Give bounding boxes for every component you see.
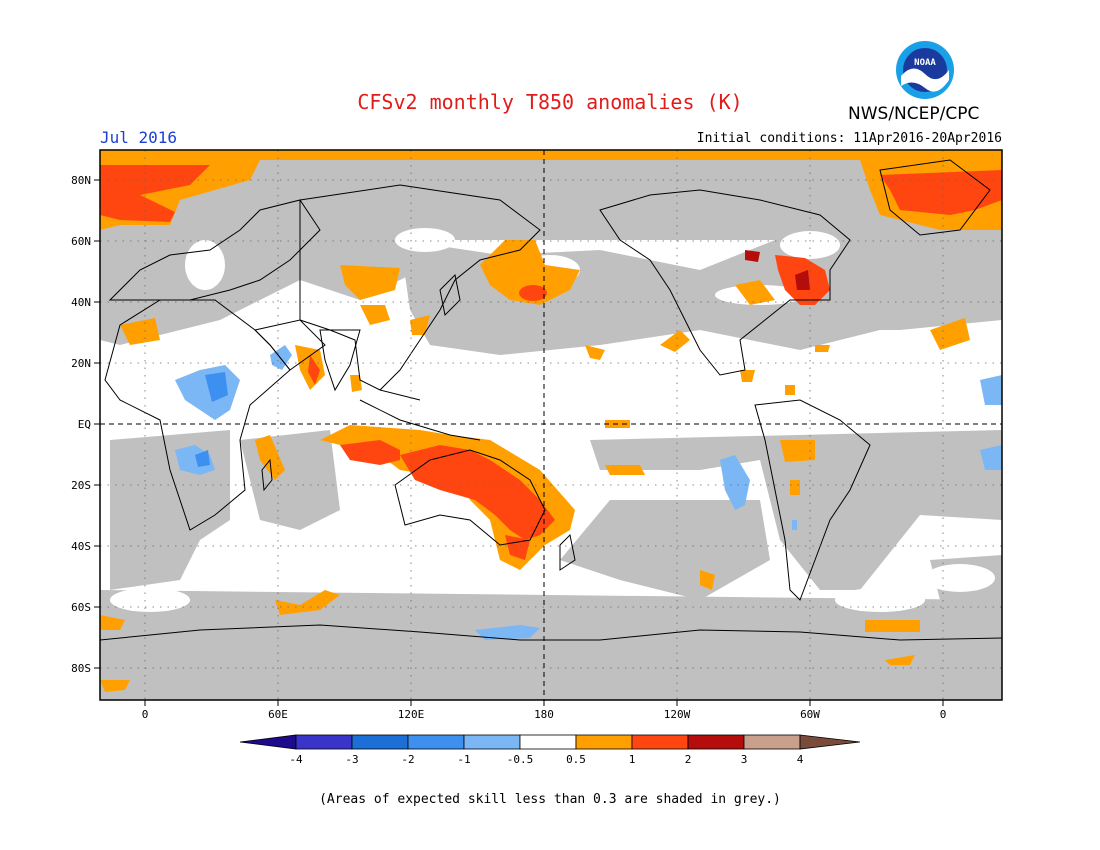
colorbar-segment bbox=[463, 734, 521, 750]
colorbar-tick: 1 bbox=[629, 753, 636, 766]
axis-ticks bbox=[94, 179, 944, 706]
lon-label: 120E bbox=[398, 708, 425, 721]
colorbar-segment bbox=[295, 734, 353, 750]
graticule bbox=[100, 150, 1002, 700]
lon-label: 60W bbox=[800, 708, 820, 721]
map-frame bbox=[99, 149, 1003, 701]
lat-label: 60N bbox=[71, 235, 91, 248]
colorbar-tick: 3 bbox=[741, 753, 748, 766]
lat-label: 20N bbox=[71, 357, 91, 370]
lat-label: 60S bbox=[71, 601, 91, 614]
colorbar-segment bbox=[239, 734, 297, 750]
colorbar-segment bbox=[687, 734, 745, 750]
lat-label: 40N bbox=[71, 296, 91, 309]
lon-label: 0 bbox=[940, 708, 947, 721]
colorbar-tick: 0.5 bbox=[566, 753, 586, 766]
colorbar-tick: 2 bbox=[685, 753, 692, 766]
initial-conditions: Initial conditions: 11Apr2016-20Apr2016 bbox=[696, 131, 1002, 146]
lat-label: EQ bbox=[78, 418, 91, 431]
colorbar-tick: -4 bbox=[289, 753, 303, 766]
noaa-logo-icon: NOAA bbox=[896, 41, 954, 99]
lon-label: 60E bbox=[268, 708, 288, 721]
colorbar-tick: -1 bbox=[457, 753, 470, 766]
lon-label: 180 bbox=[534, 708, 554, 721]
organization-label: NWS/NCEP/CPC bbox=[848, 104, 980, 124]
colorbar-segment bbox=[519, 734, 577, 750]
forecast-month: Jul 2016 bbox=[100, 128, 178, 147]
colorbar-segment bbox=[743, 734, 801, 750]
colorbar-segment bbox=[631, 734, 689, 750]
colorbar-segment bbox=[351, 734, 409, 750]
lat-label: 40S bbox=[71, 540, 91, 553]
chart-title: CFSv2 monthly T850 anomalies (K) bbox=[357, 90, 743, 114]
colorbar-tick: 4 bbox=[797, 753, 804, 766]
colorbar-tick: -0.5 bbox=[507, 753, 534, 766]
lat-label: 20S bbox=[71, 479, 91, 492]
lon-label: 120W bbox=[664, 708, 691, 721]
lon-label: 0 bbox=[142, 708, 149, 721]
cold-anomaly-medium bbox=[195, 372, 228, 467]
lat-label: 80N bbox=[71, 174, 91, 187]
warm-anomaly-2-3 bbox=[745, 250, 810, 290]
footnote: (Areas of expected skill less than 0.3 a… bbox=[319, 792, 781, 807]
equator-dateline bbox=[100, 150, 1002, 700]
lat-label: 80S bbox=[71, 662, 91, 675]
colorbar-tick: -3 bbox=[345, 753, 358, 766]
colorbar-segment bbox=[799, 734, 861, 750]
colorbar-segment bbox=[407, 734, 465, 750]
colorbar-tick: -2 bbox=[401, 753, 414, 766]
low-skill-shading bbox=[100, 160, 1002, 700]
colorbar bbox=[239, 734, 861, 750]
colorbar-segment bbox=[575, 734, 633, 750]
coastlines bbox=[100, 159, 1002, 641]
logo-text: NOAA bbox=[914, 58, 936, 68]
